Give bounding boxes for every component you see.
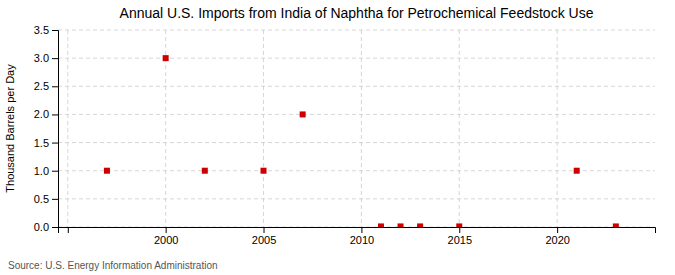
tick: 2.5 bbox=[34, 80, 58, 92]
tick: 2000 bbox=[154, 227, 178, 246]
tick-mark bbox=[52, 58, 58, 59]
grid-line bbox=[459, 30, 460, 227]
chart: 2000 2005 2010 2015 2020 0.0 0.5 1.0 1.5 2.0 2.5 3.… bbox=[0, 0, 675, 275]
point bbox=[574, 168, 580, 174]
tick-label: 3.5 bbox=[34, 24, 49, 36]
y-axis: 0.0 0.5 1.0 1.5 2.0 2.5 3.0 3.5 bbox=[34, 24, 59, 233]
tick-label: 1.0 bbox=[34, 165, 49, 177]
grid-line bbox=[58, 86, 655, 87]
grid-line bbox=[557, 30, 558, 227]
point bbox=[378, 223, 384, 227]
grid-line bbox=[58, 198, 655, 199]
point bbox=[417, 223, 423, 227]
tick: 2020 bbox=[545, 227, 569, 246]
tick-mark bbox=[557, 227, 558, 233]
tick: 2.0 bbox=[34, 108, 58, 120]
title: Annual U.S. Imports from India of Naphth… bbox=[120, 5, 594, 21]
tick: 0.5 bbox=[34, 193, 58, 205]
points bbox=[104, 55, 619, 227]
point bbox=[104, 168, 110, 174]
tick-mark bbox=[264, 227, 265, 233]
tick-mark bbox=[52, 199, 58, 200]
tick: 2005 bbox=[252, 227, 276, 246]
axis-line bbox=[59, 228, 656, 234]
annotation: Source: U.S. Energy Information Administ… bbox=[8, 260, 218, 271]
tick-label: 0.5 bbox=[34, 193, 49, 205]
point bbox=[163, 55, 169, 61]
tick-label: 2.0 bbox=[34, 108, 49, 120]
tick bbox=[68, 227, 69, 233]
tick-label: 3.0 bbox=[34, 52, 49, 64]
tick-mark bbox=[166, 227, 167, 233]
grid-line bbox=[58, 114, 655, 115]
tick-label: 2.5 bbox=[34, 80, 49, 92]
tick-mark bbox=[52, 227, 58, 228]
grid-line bbox=[58, 170, 655, 171]
tick-label: 2005 bbox=[252, 234, 276, 246]
grid-line bbox=[361, 30, 362, 227]
tick-mark bbox=[52, 171, 58, 172]
tick: 0.0 bbox=[34, 221, 58, 233]
tick-label: 1.5 bbox=[34, 137, 49, 149]
tick-mark bbox=[68, 227, 69, 233]
tick-label: 2015 bbox=[448, 234, 472, 246]
plot: 2000 2005 2010 2015 2020 0.0 0.5 1.0 1.5 2.0 2.5 3.… bbox=[34, 24, 656, 246]
tick-mark bbox=[52, 30, 58, 31]
point bbox=[456, 223, 462, 227]
point bbox=[613, 223, 619, 227]
tick: 2010 bbox=[350, 227, 374, 246]
x-axis: 2000 2005 2010 2015 2020 bbox=[59, 227, 656, 246]
tick-mark bbox=[361, 227, 362, 233]
grid-line bbox=[67, 30, 68, 227]
grid-line bbox=[263, 30, 264, 227]
grid-line bbox=[58, 142, 655, 143]
grid bbox=[58, 30, 655, 227]
tick: 2015 bbox=[448, 227, 472, 246]
tick-mark bbox=[52, 114, 58, 115]
tick-label: 0.0 bbox=[34, 221, 49, 233]
tick: 1.0 bbox=[34, 165, 58, 177]
tick-label: 2020 bbox=[545, 234, 569, 246]
tick-mark bbox=[52, 143, 58, 144]
point bbox=[398, 223, 404, 227]
tick-label: 2010 bbox=[350, 234, 374, 246]
tick: 3.5 bbox=[34, 24, 58, 36]
grid-line bbox=[58, 58, 655, 59]
point bbox=[202, 168, 208, 174]
point bbox=[261, 168, 267, 174]
grid-line bbox=[58, 30, 655, 31]
tick-mark bbox=[52, 86, 58, 87]
axis-line bbox=[52, 31, 59, 228]
point bbox=[300, 111, 306, 117]
tick-label: 2000 bbox=[154, 234, 178, 246]
y-axis-title: Thousand Barrels per Day bbox=[4, 64, 16, 193]
tick-mark bbox=[459, 227, 460, 233]
tick: 1.5 bbox=[34, 137, 58, 149]
tick: 3.0 bbox=[34, 52, 58, 64]
